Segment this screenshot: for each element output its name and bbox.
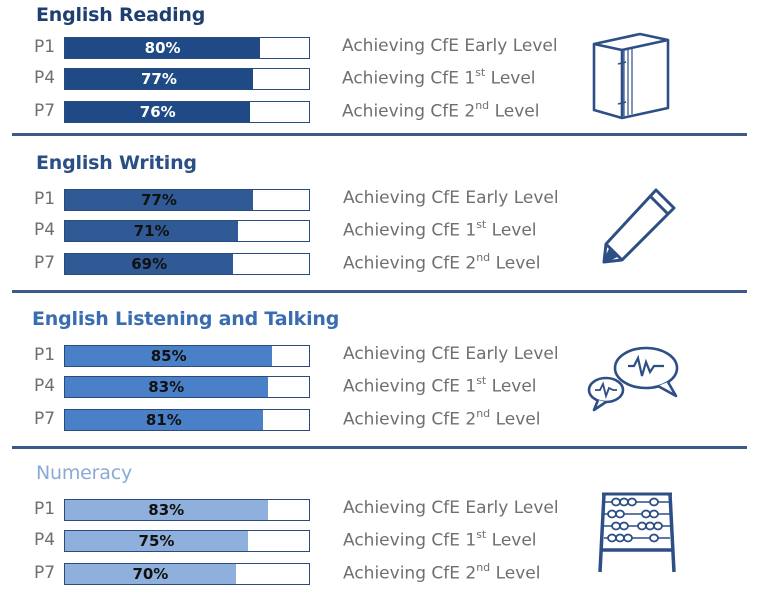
chart-section: English Writing P1 77% Achieving CfE Early … [0, 150, 765, 290]
bar [65, 564, 236, 584]
bar [65, 410, 263, 430]
category-label: P4 [34, 220, 56, 240]
bar [65, 38, 261, 58]
data-label: 69% [131, 255, 168, 273]
level-annotation: Achieving CfE 1st Level [343, 374, 537, 397]
category-label: P1 [34, 499, 56, 519]
level-annotation: Achieving CfE 2nd Level [343, 251, 541, 274]
level-annotation: Achieving CfE 2nd Level [343, 561, 541, 584]
data-label: 77% [140, 70, 177, 88]
bar-track: 85% [64, 345, 310, 367]
bar-track: 76% [64, 101, 310, 123]
bar-track: 71% [64, 220, 310, 242]
level-annotation: Achieving CfE Early Level [343, 344, 559, 364]
category-label: P4 [34, 530, 56, 550]
category-label: P7 [34, 409, 56, 429]
data-label: 81% [145, 411, 182, 429]
category-label: P7 [34, 101, 56, 121]
level-annotation: Achieving CfE 1st Level [343, 528, 537, 551]
data-label: 80% [144, 39, 181, 57]
data-label: 76% [139, 103, 176, 121]
section-divider [12, 446, 747, 449]
bar-track: 83% [64, 376, 310, 398]
book-icon [588, 28, 678, 124]
bar-track: 83% [64, 499, 310, 521]
level-annotation: Achieving CfE Early Level [343, 498, 559, 518]
bar [65, 346, 273, 366]
pencil-icon [598, 186, 678, 270]
section-title: English Writing [36, 152, 197, 174]
level-annotation: Achieving CfE 2nd Level [342, 99, 540, 122]
category-label: P1 [34, 345, 56, 365]
chart-section: English Reading P1 80% Achieving CfE Early … [0, 0, 765, 140]
bar-track: 69% [64, 253, 310, 275]
data-label: 83% [148, 378, 185, 396]
chart-section: Numeracy P1 83% Achieving CfE Early Level P4… [0, 460, 765, 600]
data-label: 77% [140, 191, 177, 209]
bar [65, 377, 268, 397]
section-divider [12, 290, 747, 293]
bar [65, 500, 268, 520]
bar-track: 77% [64, 68, 310, 90]
level-annotation: Achieving CfE 1st Level [343, 218, 537, 241]
section-title: Numeracy [36, 462, 132, 484]
section-title: English Reading [36, 4, 206, 26]
bar-track: 81% [64, 409, 310, 431]
category-label: P4 [34, 376, 56, 396]
level-annotation: Achieving CfE 2nd Level [343, 407, 541, 430]
bar [65, 531, 248, 551]
category-label: P7 [34, 253, 56, 273]
bar-track: 77% [64, 189, 310, 211]
section-divider [12, 133, 747, 136]
level-annotation: Achieving CfE Early Level [342, 36, 558, 56]
data-label: 70% [132, 565, 169, 583]
bar [65, 254, 234, 274]
abacus-icon [596, 488, 678, 580]
data-label: 71% [133, 222, 170, 240]
data-label: 85% [150, 347, 187, 365]
bar [65, 69, 253, 89]
section-title: English Listening and Talking [32, 308, 340, 330]
data-label: 75% [138, 532, 175, 550]
category-label: P1 [34, 37, 56, 57]
category-label: P4 [34, 68, 56, 88]
bar-track: 70% [64, 563, 310, 585]
bar [65, 221, 239, 241]
category-label: P1 [34, 189, 56, 209]
chart-section: English Listening and Talking P1 85% Achiev… [0, 306, 765, 446]
level-annotation: Achieving CfE 1st Level [342, 66, 536, 89]
level-annotation: Achieving CfE Early Level [343, 188, 559, 208]
data-label: 83% [148, 501, 185, 519]
bar [65, 102, 251, 122]
bar-track: 75% [64, 530, 310, 552]
bar-track: 80% [64, 37, 310, 59]
speech-bubbles-icon [586, 344, 682, 418]
bar [65, 190, 253, 210]
category-label: P7 [34, 563, 56, 583]
